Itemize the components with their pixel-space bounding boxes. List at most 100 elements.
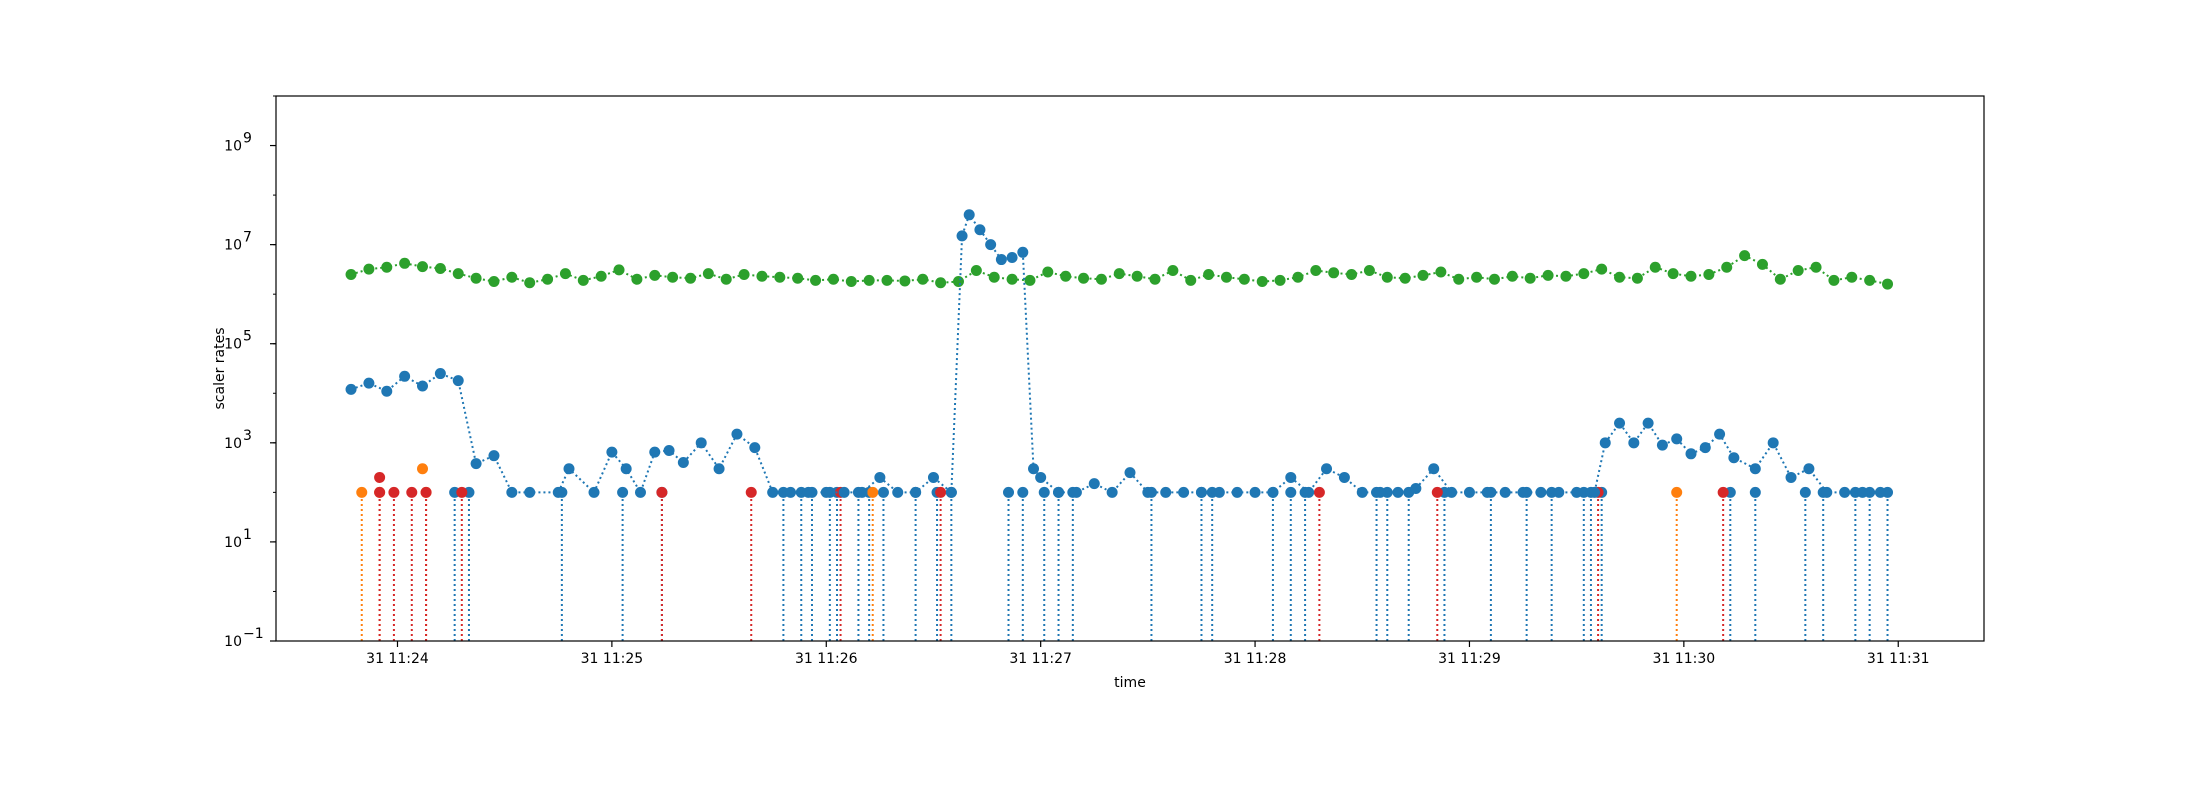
x-tick-label: 31 11:26 (795, 651, 858, 667)
data-point-1 (1857, 486, 1869, 498)
data-point-1 (399, 370, 411, 382)
data-point-1 (1589, 486, 1601, 498)
data-point-0 (1560, 270, 1572, 282)
data-point-0 (417, 261, 429, 273)
data-point-1 (1614, 417, 1626, 429)
data-point-0 (1149, 273, 1161, 285)
data-point-0 (1774, 273, 1786, 285)
data-point-0 (1399, 272, 1411, 284)
data-point-1 (620, 463, 632, 475)
x-tick-label: 31 11:28 (1224, 651, 1287, 667)
data-point-1 (1410, 482, 1422, 494)
data-point-1 (1285, 471, 1297, 483)
data-point-0 (720, 273, 732, 285)
data-point-1 (1553, 486, 1565, 498)
data-point-0 (1453, 273, 1465, 285)
y-tick-exponent: 7 (243, 230, 252, 246)
data-point-0 (452, 268, 464, 280)
data-point-1 (1249, 486, 1261, 498)
data-point-0 (1739, 250, 1751, 262)
data-point-1 (452, 375, 464, 387)
data-point-0 (1667, 268, 1679, 280)
red-zero-point (388, 486, 400, 498)
data-point-0 (1381, 271, 1393, 283)
data-point-1 (1231, 486, 1243, 498)
data-point-1 (434, 368, 446, 380)
plot-frame (275, 95, 1985, 642)
data-point-0 (1703, 268, 1715, 280)
y-tick-label: 10 (224, 139, 242, 155)
data-point-1 (1006, 252, 1018, 264)
red-zero-point (374, 486, 386, 498)
data-point-0 (1078, 272, 1090, 284)
data-point-0 (542, 273, 554, 285)
y-tick-label: 10 (224, 436, 242, 452)
data-point-1 (1392, 486, 1404, 498)
orange-zero-point (356, 486, 368, 498)
data-point-1 (1374, 486, 1386, 498)
data-point-0 (774, 271, 786, 283)
data-point-1 (1338, 471, 1350, 483)
data-point-0 (1274, 274, 1286, 286)
red-zero-point (1313, 486, 1325, 498)
data-point-0 (1328, 267, 1340, 279)
data-point-0 (1649, 261, 1661, 273)
data-point-0 (1024, 274, 1036, 286)
data-point-1 (1106, 486, 1118, 498)
blue-zero-point (1799, 486, 1811, 498)
data-point-0 (595, 270, 607, 282)
data-point-0 (684, 272, 696, 284)
data-point-0 (1292, 271, 1304, 283)
data-point-0 (1131, 270, 1143, 282)
data-point-0 (434, 262, 446, 274)
data-point-0 (631, 273, 643, 285)
data-point-0 (952, 276, 964, 288)
data-point-1 (381, 385, 393, 397)
blue-zero-point (1749, 486, 1761, 498)
series-line-1 (350, 212, 1881, 495)
data-point-0 (1488, 273, 1500, 285)
data-point-1 (1821, 486, 1833, 498)
red-zero-point (1717, 486, 1729, 498)
data-point-1 (677, 457, 689, 469)
data-point-1 (892, 486, 904, 498)
data-point-0 (1828, 274, 1840, 286)
data-point-0 (899, 275, 911, 287)
data-point-0 (988, 271, 1000, 283)
data-point-1 (488, 450, 500, 462)
x-axis-label: time (1114, 675, 1146, 691)
data-point-1 (1028, 463, 1040, 475)
red-zero-point (745, 486, 757, 498)
y-tick-label: 10 (224, 238, 242, 254)
data-point-0 (381, 261, 393, 273)
data-point-0 (1810, 261, 1822, 273)
blue-zero-point (1017, 486, 1029, 498)
data-point-1 (1267, 486, 1279, 498)
blue-zero-point (1003, 486, 1015, 498)
data-point-1 (785, 486, 797, 498)
data-point-0 (935, 277, 947, 289)
data-point-0 (577, 274, 589, 286)
y-tick-exponent: 3 (243, 428, 252, 444)
data-point-1 (1728, 452, 1740, 464)
data-point-1 (1017, 246, 1029, 258)
x-tick-label: 31 11:24 (366, 651, 429, 667)
data-point-0 (1113, 268, 1125, 280)
data-point-0 (827, 273, 839, 285)
data-point-0 (399, 257, 411, 269)
y-tick-label: 10 (224, 634, 242, 650)
blue-zero-point (1285, 486, 1297, 498)
data-point-1 (731, 428, 743, 440)
data-point-0 (1614, 271, 1626, 283)
data-point-0 (559, 268, 571, 280)
data-point-0 (1435, 266, 1447, 278)
data-point-0 (792, 272, 804, 284)
data-point-0 (1310, 265, 1322, 277)
data-point-1 (524, 486, 536, 498)
data-point-0 (1542, 269, 1554, 281)
data-point-1 (1714, 428, 1726, 440)
blue-zero-point (617, 486, 629, 498)
x-tick-label: 31 11:25 (581, 651, 644, 667)
data-point-1 (767, 486, 779, 498)
y-tick-label: 10 (224, 535, 242, 551)
